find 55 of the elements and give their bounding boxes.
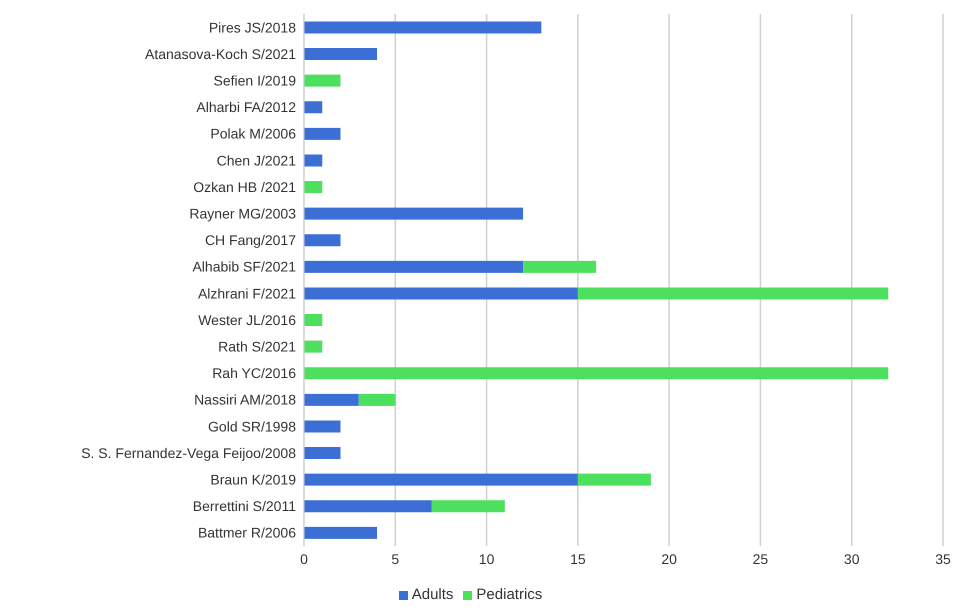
bar xyxy=(304,420,341,432)
bar xyxy=(304,181,322,194)
y-tick-label: Gold SR/1998 xyxy=(208,418,296,434)
bar xyxy=(304,128,341,140)
bar xyxy=(304,74,341,87)
bar xyxy=(304,101,322,114)
y-tick-label: Nassiri AM/2018 xyxy=(194,392,296,408)
x-tick-label: 30 xyxy=(844,550,860,567)
x-tick-label: 20 xyxy=(661,550,678,567)
x-tick-label: 35 xyxy=(935,550,951,567)
y-tick-label: Sefien I/2019 xyxy=(213,72,296,88)
legend-label: Adults xyxy=(412,586,454,603)
y-tick-label: S. S. Fernandez-Vega Feijoo/2008 xyxy=(81,444,296,461)
bar xyxy=(304,340,322,353)
bar xyxy=(432,500,505,512)
x-tick-label: 5 xyxy=(391,550,400,567)
bar xyxy=(304,21,542,34)
bar xyxy=(304,260,524,273)
y-tick-label: Berrettini S/2011 xyxy=(192,498,296,514)
bar xyxy=(304,447,341,460)
bar xyxy=(578,287,888,300)
y-tick-label: Rath S/2021 xyxy=(218,338,296,354)
y-tick-label: Alzhrani F/2021 xyxy=(198,285,296,302)
y-tick-label: Battmer R/2006 xyxy=(198,524,296,541)
bar xyxy=(304,208,524,220)
bar xyxy=(304,287,578,300)
y-tick-label: CH Fang/2017 xyxy=(204,232,296,248)
y-tick-label: Atanasova-Koch S/2021 xyxy=(145,46,296,62)
y-tick-label: Wester JL/2016 xyxy=(198,312,296,328)
y-tick-label: Alhabib SF/2021 xyxy=(192,258,296,275)
bar xyxy=(523,260,596,273)
y-tick-label: Braun K/2019 xyxy=(210,471,296,488)
bar xyxy=(358,394,396,406)
bar xyxy=(304,48,378,60)
x-tick-label: 10 xyxy=(478,550,495,567)
y-tick-label: Rah YC/2016 xyxy=(212,365,296,382)
bar xyxy=(304,474,578,486)
y-tick-label: Pires JS/2018 xyxy=(208,19,296,36)
bar xyxy=(304,526,378,539)
y-tick-label: Alharbi FA/2012 xyxy=(196,99,296,116)
x-tick-label: 0 xyxy=(300,550,308,567)
legend-label: Pediatrics xyxy=(476,586,542,603)
y-tick-label: Chen J/2021 xyxy=(216,152,296,168)
y-tick-label: Polak M/2006 xyxy=(210,126,296,142)
bar xyxy=(304,500,432,512)
y-tick-label: Ozkan HB /2021 xyxy=(193,178,296,195)
bar xyxy=(304,314,322,326)
bar xyxy=(304,367,888,380)
bar xyxy=(304,234,341,246)
x-tick-label: 25 xyxy=(752,550,768,567)
bar xyxy=(578,474,651,486)
bar xyxy=(304,154,322,166)
x-tick-label: 15 xyxy=(570,550,586,567)
y-tick-label: Rayner MG/2003 xyxy=(189,205,296,222)
bar xyxy=(304,394,359,406)
